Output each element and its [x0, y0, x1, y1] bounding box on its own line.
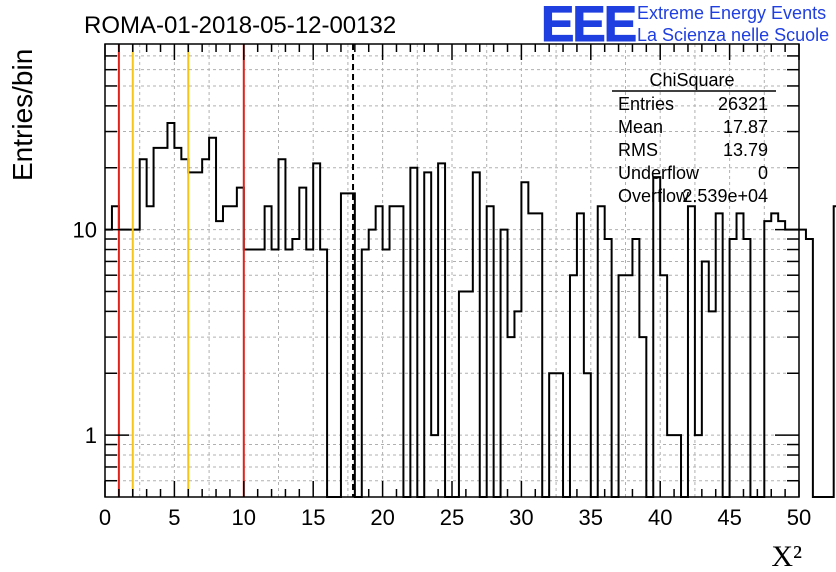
x-tick-label: 40 — [648, 505, 672, 530]
y-axis-ticks: 1 10 — [73, 55, 799, 482]
stats-label-underflow: Underflow — [618, 163, 700, 183]
stats-rows: Entries 26321 Mean 17.87 RMS 13.79 Under… — [618, 94, 768, 206]
x-axis-label: X² — [771, 540, 802, 572]
chart-title: ROMA-01-2018-05-12-00132 — [84, 12, 396, 39]
stats-title: ChiSquare — [649, 70, 734, 90]
logo-line-2: La Scienza nelle Scuole — [637, 25, 829, 45]
eee-logo: EEE Extreme Energy Events La Scienza nel… — [541, 0, 830, 53]
stats-value-rms: 13.79 — [723, 140, 768, 160]
logo-mark: EEE — [541, 0, 636, 52]
x-axis-ticks: 0 5 10 15 20 25 30 35 40 45 50 — [99, 44, 811, 530]
stats-value-entries: 26321 — [718, 94, 768, 114]
x-tick-label: 25 — [440, 505, 464, 530]
y-tick-label: 10 — [73, 218, 97, 243]
histogram-line — [105, 122, 836, 498]
stats-value-underflow: 0 — [758, 163, 768, 183]
x-tick-label: 10 — [232, 505, 256, 530]
x-tick-label: 45 — [717, 505, 741, 530]
grid — [105, 44, 799, 497]
x-tick-label: 15 — [301, 505, 325, 530]
stats-label-entries: Entries — [618, 94, 674, 114]
x-tick-label: 5 — [168, 505, 180, 530]
histogram-series — [105, 122, 836, 498]
reference-lines — [117, 44, 355, 497]
x-tick-label: 30 — [509, 505, 533, 530]
stats-label-rms: RMS — [618, 140, 658, 160]
y-axis-label: Entries/bin — [7, 49, 38, 181]
stats-value-mean: 17.87 — [723, 117, 768, 137]
stats-value-overflow: 2.539e+04 — [682, 186, 768, 206]
x-tick-label: 0 — [99, 505, 111, 530]
stats-box: ChiSquare Entries 26321 Mean 17.87 RMS 1… — [612, 70, 776, 206]
stats-label-overflow: Overflow — [618, 186, 690, 206]
x-tick-label: 35 — [579, 505, 603, 530]
y-tick-label: 1 — [85, 423, 97, 448]
stats-label-mean: Mean — [618, 117, 663, 137]
x-tick-label: 20 — [370, 505, 394, 530]
x-tick-label: 50 — [787, 505, 811, 530]
logo-line-1: Extreme Energy Events — [637, 3, 826, 23]
